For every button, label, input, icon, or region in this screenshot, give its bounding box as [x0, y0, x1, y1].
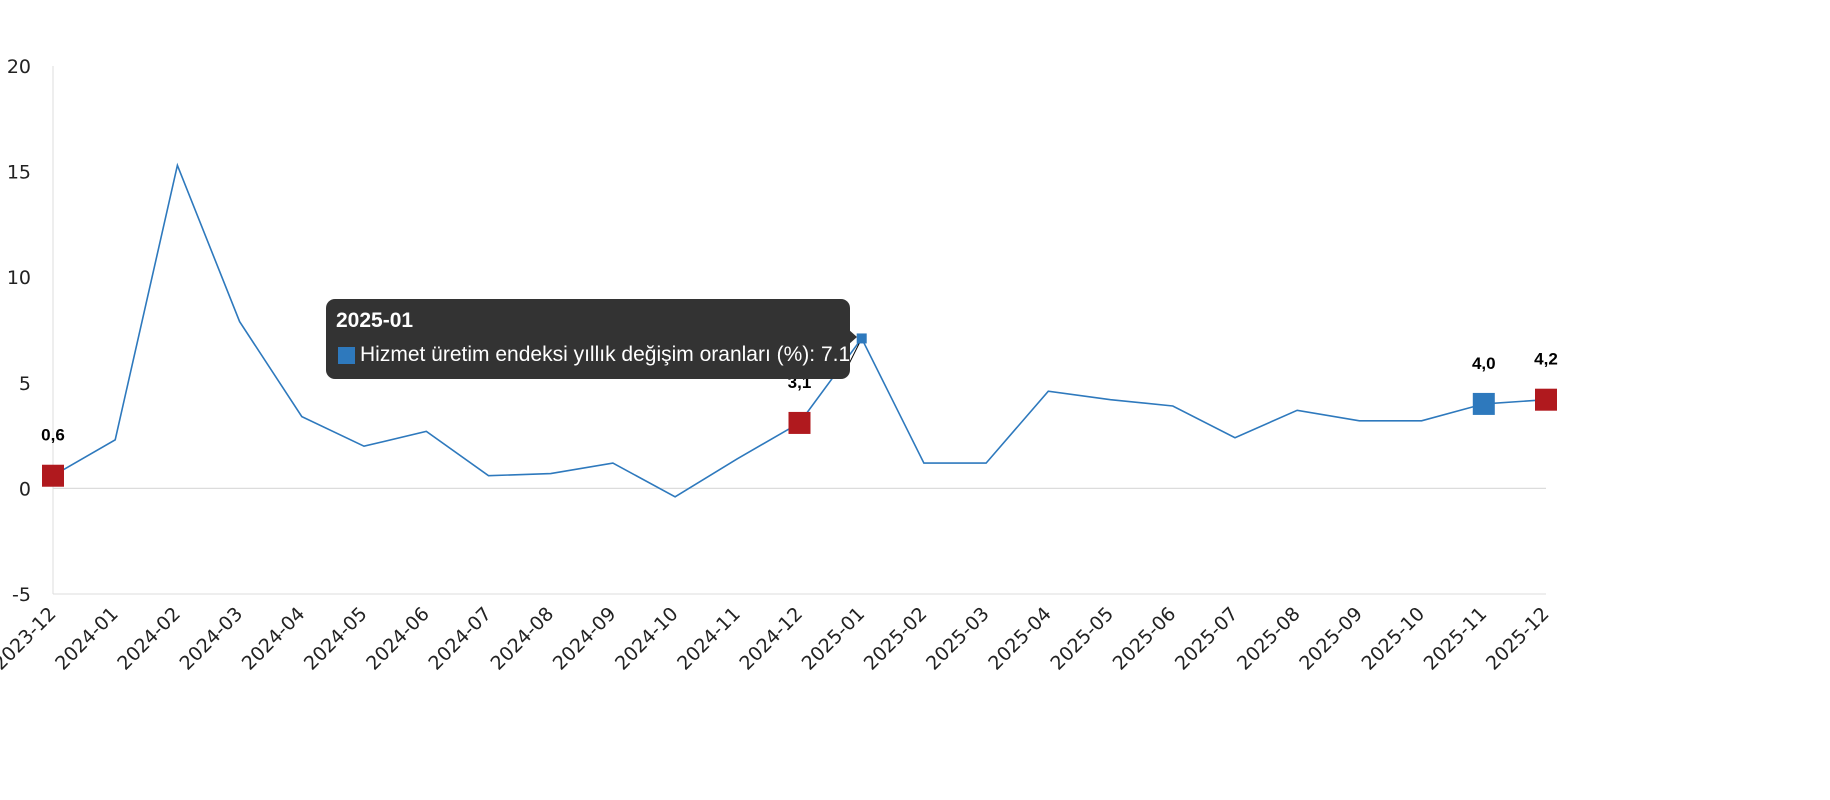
- data-label: 0,6: [41, 426, 65, 445]
- x-tick-label: 2024-08: [487, 603, 559, 675]
- tooltip-series-swatch: [338, 346, 355, 364]
- tooltip-title: 2025-01: [336, 309, 414, 332]
- data-point-marker: [42, 464, 64, 487]
- chart-tooltip: 2025-01 Hizmet üretim endeksi yıllık değ…: [326, 299, 857, 379]
- x-tick-label: 2024-07: [424, 603, 496, 675]
- data-point-marker: [788, 411, 811, 434]
- x-tick-label: 2024-10: [611, 603, 683, 675]
- y-axis: -5 0 5 10 15 20: [7, 56, 1546, 606]
- x-tick-label: 2025-02: [860, 603, 932, 675]
- x-tick-label: 2024-09: [549, 603, 621, 675]
- x-tick-label: 2025-01: [798, 603, 870, 675]
- x-tick-label: 2024-03: [175, 603, 247, 675]
- x-tick-label: 2024-01: [51, 603, 123, 675]
- x-tick-label: 2025-04: [984, 603, 1056, 675]
- tooltip-pointer: [848, 329, 857, 345]
- x-tick-label: 2025-09: [1295, 603, 1367, 675]
- x-tick-label: 2025-03: [922, 603, 994, 675]
- x-tick-label: 2025-08: [1233, 603, 1305, 675]
- data-point-marker: [1472, 392, 1495, 415]
- x-tick-label: 2025-05: [1046, 603, 1118, 675]
- x-tick-label: 2025-06: [1109, 603, 1181, 675]
- x-tick-label: 2024-06: [362, 603, 434, 675]
- y-tick-label: 20: [7, 56, 31, 78]
- x-axis: 2023-122024-012024-022024-032024-042024-…: [0, 593, 1554, 675]
- y-tick-label: -5: [12, 584, 31, 606]
- y-tick-label: 0: [19, 478, 31, 500]
- x-tick-label: 2025-11: [1420, 603, 1492, 675]
- tooltip-series-row: Hizmet üretim endeksi yıllık değişim ora…: [338, 343, 850, 367]
- data-label: 4,2: [1534, 350, 1558, 369]
- x-tick-label: 2025-12: [1482, 603, 1554, 675]
- y-tick-label: 15: [7, 162, 31, 184]
- x-tick-label: 2023-12: [0, 603, 61, 675]
- x-tick-label: 2024-04: [238, 603, 310, 675]
- x-tick-label: 2024-05: [300, 603, 372, 675]
- x-tick-label: 2024-11: [673, 603, 745, 675]
- y-tick-label: 5: [19, 373, 31, 395]
- x-tick-label: 2025-07: [1171, 603, 1243, 675]
- tooltip-series-label: Hizmet üretim endeksi yıllık değişim ora…: [360, 343, 851, 366]
- y-tick-label: 10: [7, 267, 31, 289]
- x-tick-label: 2024-12: [735, 603, 807, 675]
- hovered-point-marker: [856, 333, 867, 344]
- x-tick-label: 2025-10: [1357, 603, 1429, 675]
- data-point-marker: [1535, 388, 1557, 411]
- x-tick-label: 2024-02: [113, 603, 185, 675]
- markers-layer: [42, 333, 1557, 487]
- data-label: 4,0: [1472, 354, 1496, 373]
